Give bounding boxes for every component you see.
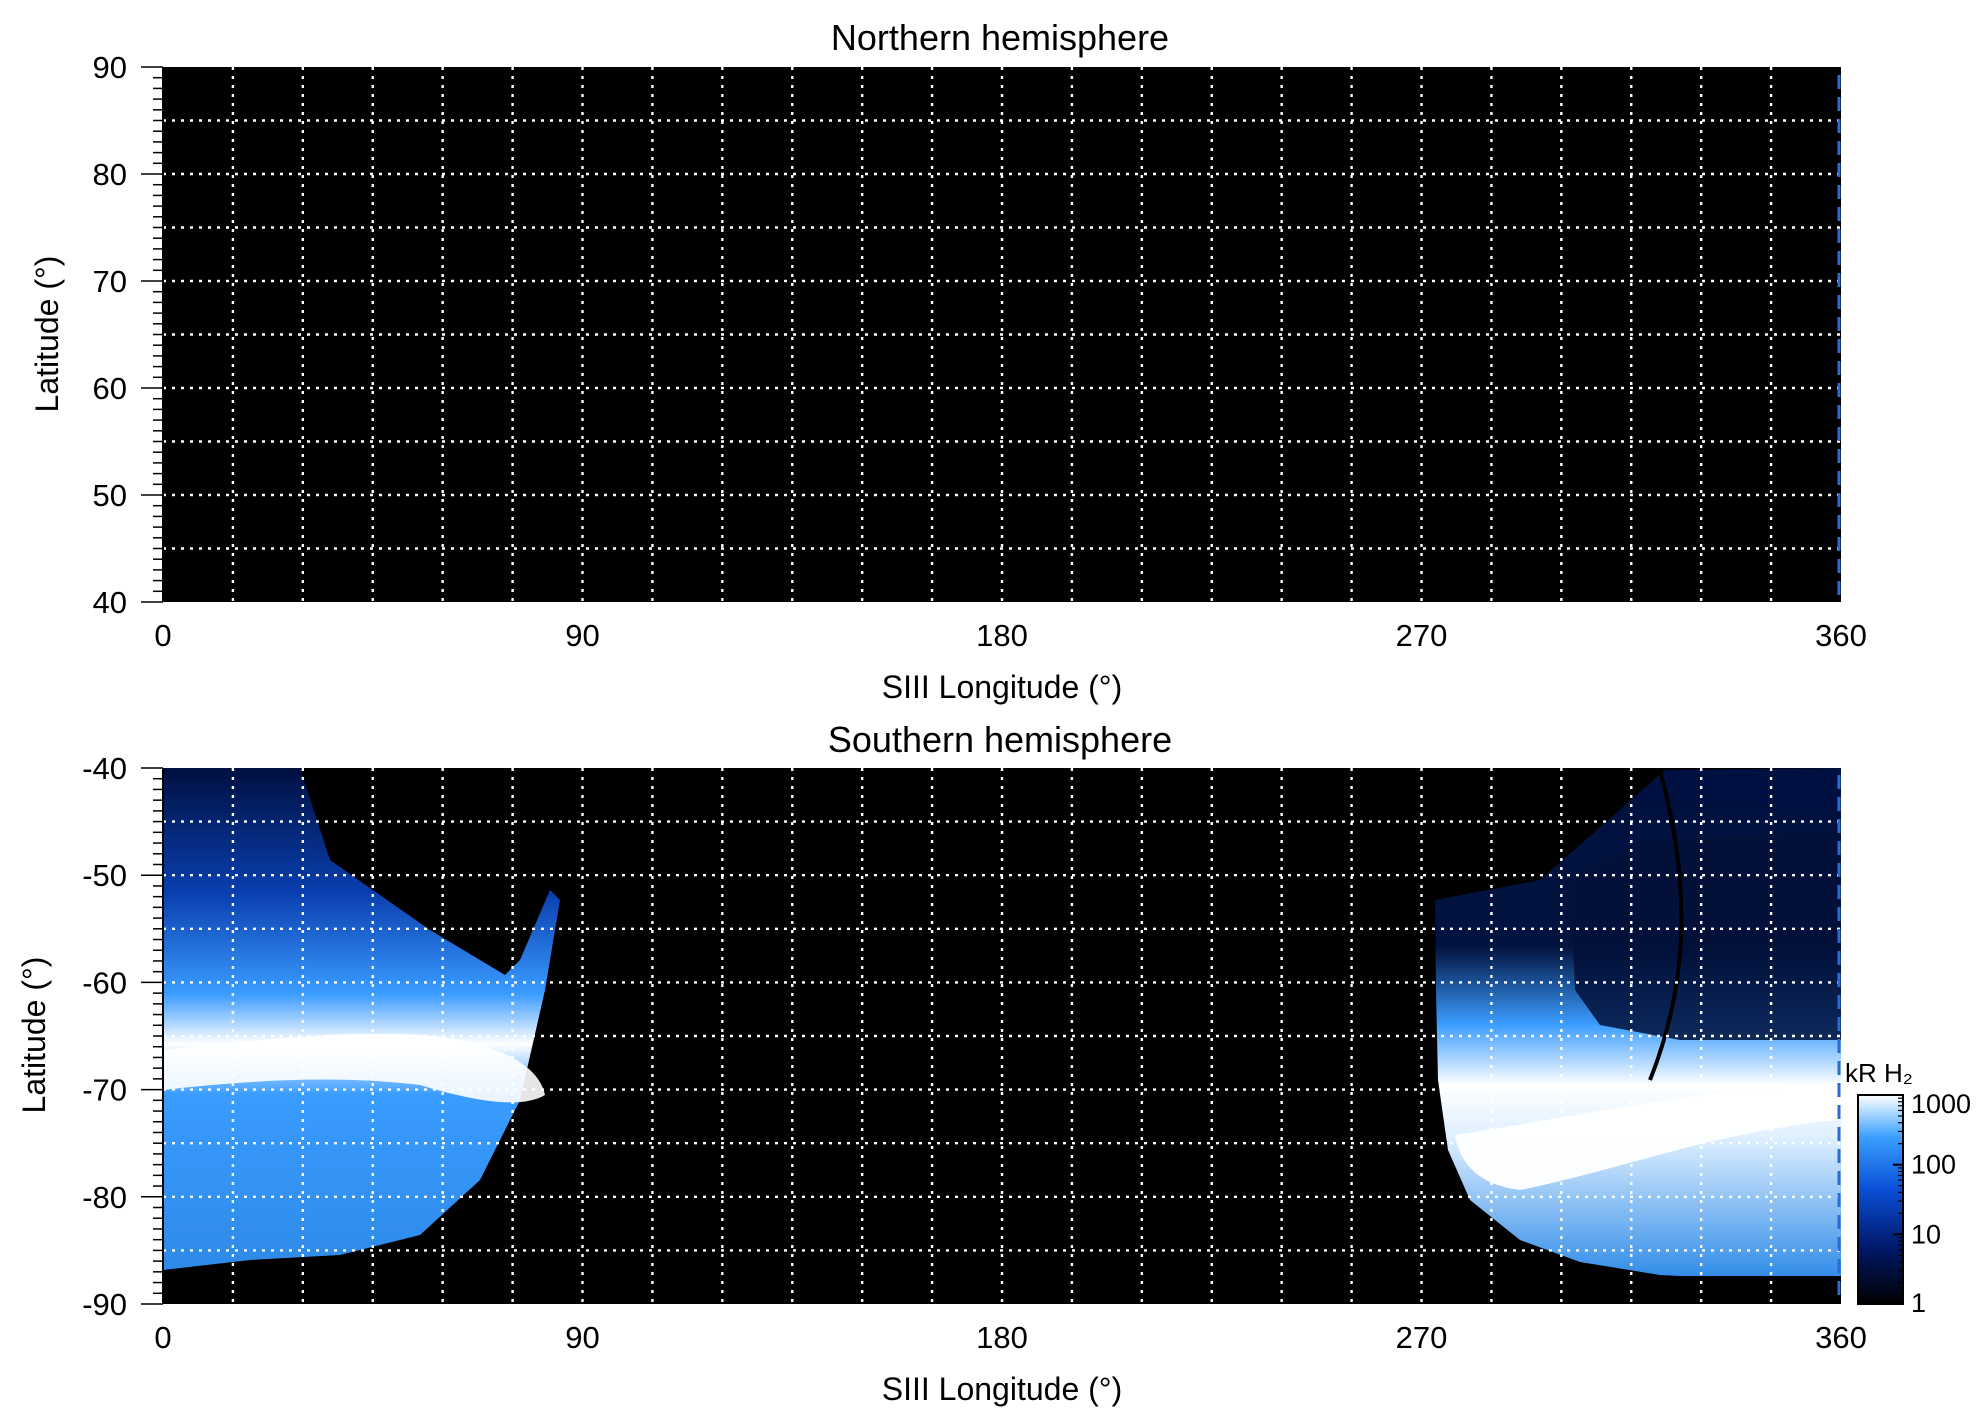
left-oval-highlight [163,1033,545,1103]
colorbar: kR H₂ 1 10 100 1000 [1845,1058,1971,1318]
y-tick-label: -70 [82,1073,127,1108]
y-tick-label: -40 [82,751,127,786]
y-tick-label: 70 [93,264,127,299]
south-title: Southern hemisphere [828,719,1172,760]
y-tick-label: -80 [82,1180,127,1215]
colorbar-title: kR H₂ [1845,1058,1913,1088]
y-tick-label: -90 [82,1287,127,1322]
x-tick-label: 270 [1396,1320,1448,1355]
north-x-axis-label: SIII Longitude (°) [882,669,1122,705]
y-tick-label: 40 [93,585,127,620]
x-tick-label: 360 [1815,618,1867,653]
x-tick-label: 180 [976,618,1028,653]
x-tick-label: 180 [976,1320,1028,1355]
north-title: Northern hemisphere [831,17,1169,58]
y-tick-label: 80 [93,157,127,192]
colorbar-tick-label: 100 [1911,1150,1956,1180]
north-y-axis-label: Latitude (°) [29,256,65,413]
south-x-axis-label: SIII Longitude (°) [882,1371,1122,1407]
south-grid [163,768,1841,1304]
colorbar-tick-label: 1 [1911,1288,1926,1318]
left-emission-region [163,768,560,1270]
right-arc-line [1648,769,1684,1081]
y-tick-label: 90 [93,50,127,85]
south-y-ticks: -90 -80 -70 -60 -50 -40 [82,751,127,1322]
north-y-ticks: 40 50 60 70 80 90 [93,50,127,620]
north-x-ticks: 0 90 180 270 360 [154,618,1866,653]
south-minor-ticks [141,767,164,1305]
south-x-ticks: 0 90 180 270 360 [154,1320,1866,1355]
x-tick-label: 360 [1815,1320,1867,1355]
y-tick-label: 60 [93,371,127,406]
colorbar-tick-label: 1000 [1911,1089,1971,1119]
x-tick-label: 90 [565,1320,599,1355]
northern-panel: Northern hemisphere 0 90 180 270 360 40 50 60 7… [29,17,1867,705]
colorbar-tick-label: 10 [1911,1219,1941,1249]
x-tick-label: 270 [1396,618,1448,653]
south-y-axis-label: Latitude (°) [16,957,52,1114]
north-minor-ticks [141,66,164,603]
colorbar-ticks: 1 10 100 1000 [1893,1089,1971,1318]
x-tick-label: 0 [154,1320,171,1355]
y-tick-label: -60 [82,965,127,1000]
north-grid [163,67,1841,602]
right-polar-dark-zone [1570,830,1841,1040]
x-tick-label: 0 [154,618,171,653]
right-oval-highlight [1455,1085,1841,1190]
southern-panel: Southern hemisphere 0 90 180 270 360 -90-80-… [16,719,1867,1407]
x-tick-label: 90 [565,618,599,653]
y-tick-label: 50 [93,478,127,513]
colorbar-gradient [1857,1094,1904,1305]
y-tick-label: -50 [82,858,127,893]
